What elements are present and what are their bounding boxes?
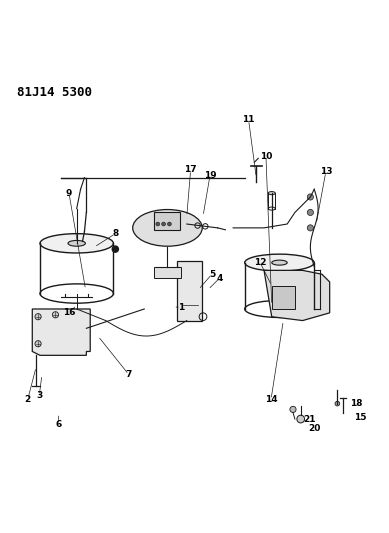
- Text: 81J14 5300: 81J14 5300: [17, 86, 92, 99]
- FancyBboxPatch shape: [154, 266, 181, 278]
- Text: 12: 12: [254, 258, 266, 267]
- Text: 4: 4: [216, 273, 223, 282]
- Text: 5: 5: [209, 270, 215, 279]
- Text: 14: 14: [265, 395, 277, 404]
- Circle shape: [162, 222, 166, 226]
- Circle shape: [112, 246, 118, 252]
- Ellipse shape: [245, 254, 314, 271]
- Circle shape: [35, 341, 41, 347]
- Circle shape: [307, 225, 314, 231]
- FancyBboxPatch shape: [154, 213, 180, 230]
- Text: 13: 13: [320, 167, 332, 176]
- Ellipse shape: [133, 209, 202, 246]
- Text: 3: 3: [36, 391, 42, 400]
- Text: 15: 15: [354, 413, 367, 422]
- Circle shape: [297, 415, 305, 423]
- Text: 17: 17: [184, 165, 197, 174]
- Polygon shape: [264, 270, 330, 320]
- Text: 18: 18: [350, 399, 362, 408]
- Text: 16: 16: [63, 309, 75, 317]
- Circle shape: [35, 313, 41, 320]
- Text: 11: 11: [242, 115, 255, 124]
- Circle shape: [167, 222, 171, 226]
- Ellipse shape: [40, 233, 113, 253]
- Ellipse shape: [68, 240, 86, 246]
- Circle shape: [290, 406, 296, 413]
- Text: 8: 8: [112, 229, 118, 238]
- Text: 10: 10: [260, 152, 272, 161]
- Text: 1: 1: [178, 303, 184, 312]
- Text: 19: 19: [203, 171, 216, 180]
- Text: 20: 20: [308, 424, 321, 433]
- Ellipse shape: [272, 260, 287, 265]
- Ellipse shape: [268, 191, 275, 195]
- Text: 9: 9: [66, 189, 72, 198]
- Text: 2: 2: [25, 395, 31, 404]
- Circle shape: [335, 401, 340, 406]
- Polygon shape: [32, 309, 90, 356]
- Circle shape: [307, 194, 314, 200]
- Text: 21: 21: [303, 415, 316, 424]
- FancyBboxPatch shape: [177, 261, 202, 320]
- FancyBboxPatch shape: [272, 286, 295, 309]
- Circle shape: [156, 222, 160, 226]
- Text: 6: 6: [55, 421, 62, 430]
- Circle shape: [53, 312, 59, 318]
- Circle shape: [307, 209, 314, 215]
- Text: 7: 7: [126, 370, 132, 379]
